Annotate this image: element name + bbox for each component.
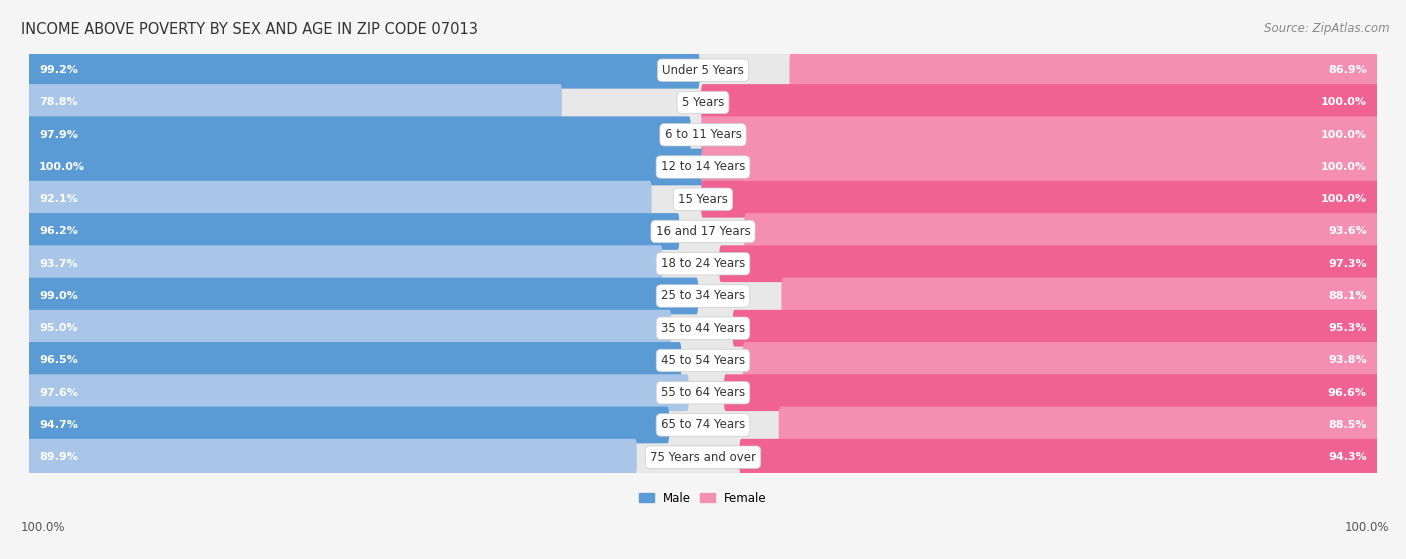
FancyBboxPatch shape: [27, 244, 1379, 283]
FancyBboxPatch shape: [27, 213, 679, 250]
FancyBboxPatch shape: [27, 375, 689, 411]
Text: 65 to 74 Years: 65 to 74 Years: [661, 419, 745, 432]
Text: 100.0%: 100.0%: [21, 521, 66, 534]
Text: 100.0%: 100.0%: [39, 162, 86, 172]
FancyBboxPatch shape: [742, 342, 1379, 379]
Text: 100.0%: 100.0%: [1344, 521, 1389, 534]
Text: 12 to 14 Years: 12 to 14 Years: [661, 160, 745, 173]
FancyBboxPatch shape: [27, 438, 1379, 477]
FancyBboxPatch shape: [27, 84, 562, 121]
Text: 95.0%: 95.0%: [39, 323, 77, 333]
Text: 96.2%: 96.2%: [39, 226, 79, 236]
FancyBboxPatch shape: [720, 245, 1379, 282]
Text: 99.0%: 99.0%: [39, 291, 77, 301]
Text: 96.6%: 96.6%: [1327, 388, 1367, 397]
FancyBboxPatch shape: [27, 341, 1379, 380]
FancyBboxPatch shape: [27, 149, 704, 186]
Text: 93.8%: 93.8%: [1329, 356, 1367, 366]
FancyBboxPatch shape: [702, 181, 1379, 217]
Text: 96.5%: 96.5%: [39, 356, 77, 366]
FancyBboxPatch shape: [744, 213, 1379, 250]
FancyBboxPatch shape: [702, 84, 1379, 121]
FancyBboxPatch shape: [27, 115, 1379, 154]
Text: 55 to 64 Years: 55 to 64 Years: [661, 386, 745, 399]
FancyBboxPatch shape: [779, 406, 1379, 443]
FancyBboxPatch shape: [27, 276, 1379, 316]
Text: 97.6%: 97.6%: [39, 388, 79, 397]
Text: 16 and 17 Years: 16 and 17 Years: [655, 225, 751, 238]
Text: 93.6%: 93.6%: [1329, 226, 1367, 236]
FancyBboxPatch shape: [27, 278, 699, 314]
FancyBboxPatch shape: [27, 52, 699, 89]
Text: 35 to 44 Years: 35 to 44 Years: [661, 322, 745, 335]
FancyBboxPatch shape: [27, 245, 662, 282]
Text: 99.2%: 99.2%: [39, 65, 79, 75]
FancyBboxPatch shape: [27, 148, 1379, 187]
Text: 100.0%: 100.0%: [1320, 97, 1367, 107]
FancyBboxPatch shape: [27, 181, 651, 217]
FancyBboxPatch shape: [27, 309, 1379, 348]
FancyBboxPatch shape: [27, 50, 1379, 90]
FancyBboxPatch shape: [740, 439, 1379, 476]
FancyBboxPatch shape: [724, 375, 1379, 411]
FancyBboxPatch shape: [702, 149, 1379, 186]
FancyBboxPatch shape: [27, 373, 1379, 413]
Text: Source: ZipAtlas.com: Source: ZipAtlas.com: [1264, 22, 1389, 35]
FancyBboxPatch shape: [27, 439, 637, 476]
FancyBboxPatch shape: [27, 212, 1379, 251]
FancyBboxPatch shape: [27, 406, 669, 443]
Text: 25 to 34 Years: 25 to 34 Years: [661, 290, 745, 302]
Text: 89.9%: 89.9%: [39, 452, 79, 462]
Text: 78.8%: 78.8%: [39, 97, 77, 107]
FancyBboxPatch shape: [789, 52, 1379, 89]
Text: 97.9%: 97.9%: [39, 130, 79, 140]
Text: 88.5%: 88.5%: [1329, 420, 1367, 430]
Text: 100.0%: 100.0%: [1320, 194, 1367, 204]
Text: 92.1%: 92.1%: [39, 194, 77, 204]
FancyBboxPatch shape: [782, 278, 1379, 314]
Text: 15 Years: 15 Years: [678, 193, 728, 206]
Text: 88.1%: 88.1%: [1329, 291, 1367, 301]
Text: Under 5 Years: Under 5 Years: [662, 64, 744, 77]
FancyBboxPatch shape: [27, 310, 671, 347]
Text: 75 Years and over: 75 Years and over: [650, 451, 756, 464]
FancyBboxPatch shape: [27, 342, 682, 379]
Text: 6 to 11 Years: 6 to 11 Years: [665, 128, 741, 141]
Text: 86.9%: 86.9%: [1327, 65, 1367, 75]
Text: 97.3%: 97.3%: [1329, 259, 1367, 269]
Text: 94.3%: 94.3%: [1329, 452, 1367, 462]
Text: 18 to 24 Years: 18 to 24 Years: [661, 257, 745, 270]
Text: 93.7%: 93.7%: [39, 259, 77, 269]
Text: 95.3%: 95.3%: [1329, 323, 1367, 333]
FancyBboxPatch shape: [27, 179, 1379, 219]
FancyBboxPatch shape: [27, 116, 690, 153]
Text: 100.0%: 100.0%: [1320, 130, 1367, 140]
Text: 100.0%: 100.0%: [1320, 162, 1367, 172]
Text: 94.7%: 94.7%: [39, 420, 79, 430]
FancyBboxPatch shape: [733, 310, 1379, 347]
FancyBboxPatch shape: [702, 116, 1379, 153]
FancyBboxPatch shape: [27, 405, 1379, 444]
Text: 5 Years: 5 Years: [682, 96, 724, 109]
Text: INCOME ABOVE POVERTY BY SEX AND AGE IN ZIP CODE 07013: INCOME ABOVE POVERTY BY SEX AND AGE IN Z…: [21, 22, 478, 37]
FancyBboxPatch shape: [27, 83, 1379, 122]
Text: 45 to 54 Years: 45 to 54 Years: [661, 354, 745, 367]
Legend: Male, Female: Male, Female: [634, 487, 772, 509]
